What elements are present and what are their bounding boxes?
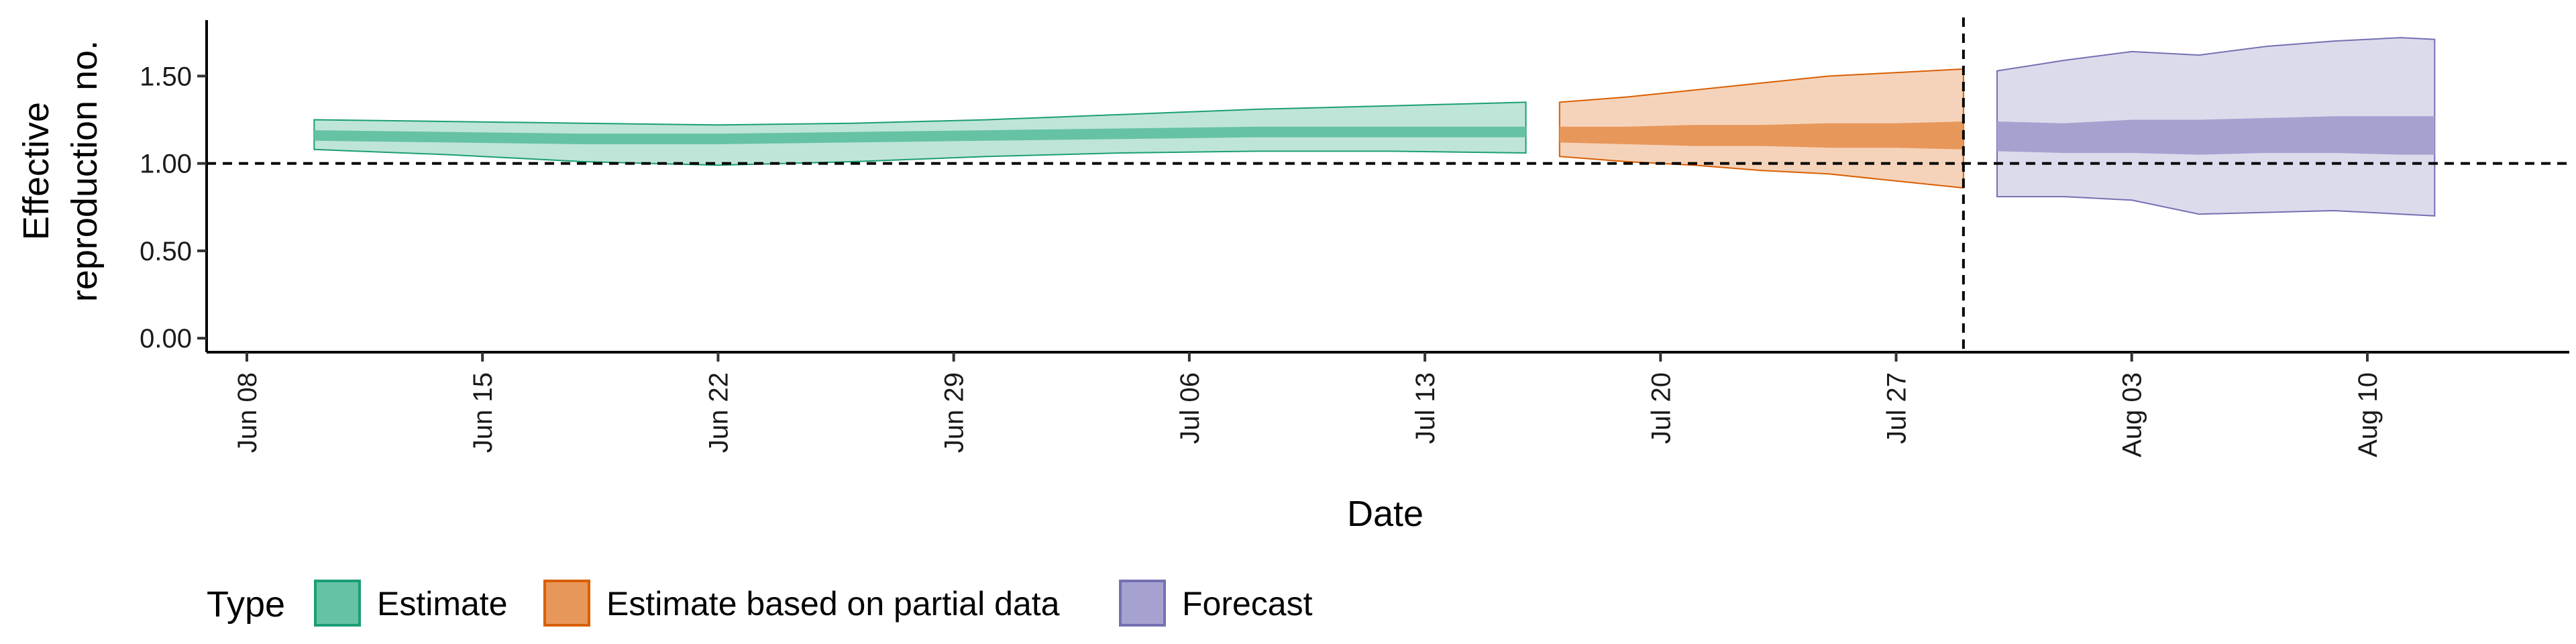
y-axis-ticks: 0.00 0.50 1.00 1.50 [140,62,207,354]
series-estimate-based-on-partial-data [1558,68,1964,189]
x-tick-label: Jul 13 [1411,372,1440,444]
y-tick-label: 1.50 [140,62,192,91]
band-50-estimate-based-on-partial-data [1559,121,1964,150]
series-estimate [313,101,1527,166]
x-tick-label: Jul 27 [1882,372,1912,444]
legend: Type Estimate Estimate based on partial d… [207,580,1313,627]
legend-label: Estimate based on partial data [606,585,1060,623]
band-50-forecast [1997,116,2435,155]
y-axis-title-line-1: Effective [16,102,56,240]
x-tick-label: Jul 20 [1646,372,1676,444]
legend-swatch [314,580,361,627]
legend-label: Forecast [1182,585,1313,623]
x-tick-label: Jun 15 [468,372,498,453]
y-tick-label: 1.00 [140,150,192,179]
x-tick-label: Jun 08 [233,372,262,453]
y-axis-title: Effective reproduction no. [16,40,105,302]
x-tick-label: Jun 22 [704,372,733,453]
x-tick-label: Jul 06 [1175,372,1205,444]
x-tick-label: Aug 03 [2118,372,2147,458]
x-tick-label: Jun 29 [940,372,969,453]
legend-swatch [1119,580,1166,627]
y-tick-label: 0.00 [140,324,192,354]
x-axis-title: Date [1347,494,1424,534]
legend-label: Estimate [377,585,508,623]
y-axis-title-line-2: reproduction no. [64,40,105,302]
reference-lines [207,17,2569,352]
legend-title: Type [207,584,285,625]
legend-item: Estimate based on partial data [543,580,1060,627]
band-50-estimate [314,126,1526,144]
legend-item: Forecast [1119,580,1313,627]
legend-item: Estimate [314,580,508,627]
y-tick-label: 0.50 [140,237,192,266]
series-forecast [1996,37,2436,217]
x-tick-label: Aug 10 [2353,372,2383,458]
x-axis-ticks: Jun 08 Jun 15 Jun 22 Jun 29 Jul 06 Jul 13 Jul … [233,352,2383,458]
legend-swatch [543,580,590,627]
band-layer [313,37,2436,217]
